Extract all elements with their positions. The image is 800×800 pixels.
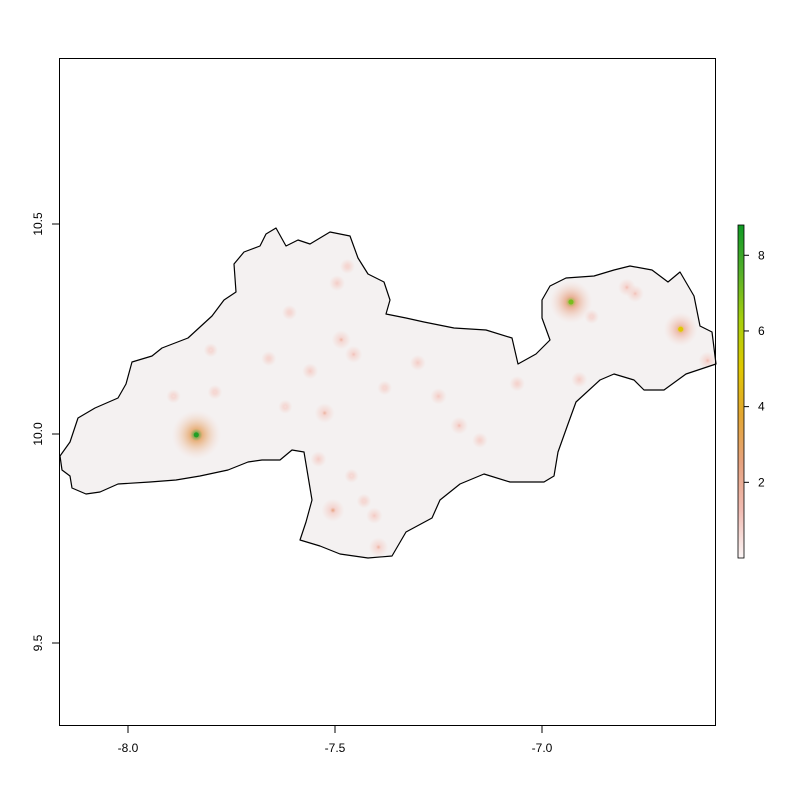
y-tick-label: 10.0 — [31, 422, 45, 446]
hotspot-mark — [339, 258, 355, 274]
hotspot-mark — [166, 389, 181, 404]
hotspot-mark — [450, 416, 469, 435]
y-axis: 9.5 10.0 10.5 — [31, 212, 60, 651]
hotspot-layer — [166, 258, 716, 557]
legend-tick-label: 4 — [758, 400, 765, 414]
hotspot-mark — [377, 380, 392, 396]
legend-tick-label: 2 — [758, 475, 765, 489]
y-tick-label: 9.5 — [31, 634, 45, 651]
hotspot-mark — [203, 343, 218, 358]
hotspot-mark — [281, 304, 297, 321]
hotspot-mark — [626, 284, 644, 303]
region-boundary — [59, 227, 717, 559]
hotspot-mark — [329, 275, 346, 292]
x-tick-label: -8.0 — [118, 741, 139, 755]
hotspot-mark — [302, 363, 319, 380]
hotspot-mark — [321, 498, 345, 522]
hotspot-mark — [368, 537, 389, 557]
hotspot-mark — [584, 309, 599, 324]
legend-tick-label: 8 — [758, 248, 765, 262]
x-axis: -8.0 -7.5 -7.0 — [118, 725, 553, 755]
hotspot-mark — [261, 351, 277, 367]
hotspot-mark — [356, 493, 372, 509]
y-tick-label: 10.5 — [31, 212, 45, 236]
hotspot-mark — [310, 451, 327, 468]
hotspot-mark — [278, 399, 293, 414]
hotspot-mark — [571, 371, 588, 388]
hotspot-mark — [344, 345, 363, 364]
hotspot-mark — [430, 388, 447, 405]
legend-tick-label: 6 — [758, 324, 765, 338]
hotspot-mark — [509, 375, 525, 392]
color-legend: 2 4 6 8 — [737, 224, 765, 559]
legend-colorbar — [737, 224, 745, 559]
hotspot-mark — [366, 507, 383, 524]
hotspot-mark — [207, 384, 223, 400]
hotspot-mark — [314, 403, 335, 424]
hotspot-peak — [678, 326, 684, 332]
hotspot-peak — [568, 299, 574, 305]
hotspot-mark — [344, 468, 359, 483]
hotspot-mark — [472, 432, 488, 449]
hotspot-mark — [409, 354, 426, 371]
hotspot-mark — [331, 330, 351, 350]
x-tick-label: -7.5 — [325, 741, 346, 755]
hotspot-peak — [193, 432, 199, 438]
x-tick-label: -7.0 — [532, 741, 553, 755]
